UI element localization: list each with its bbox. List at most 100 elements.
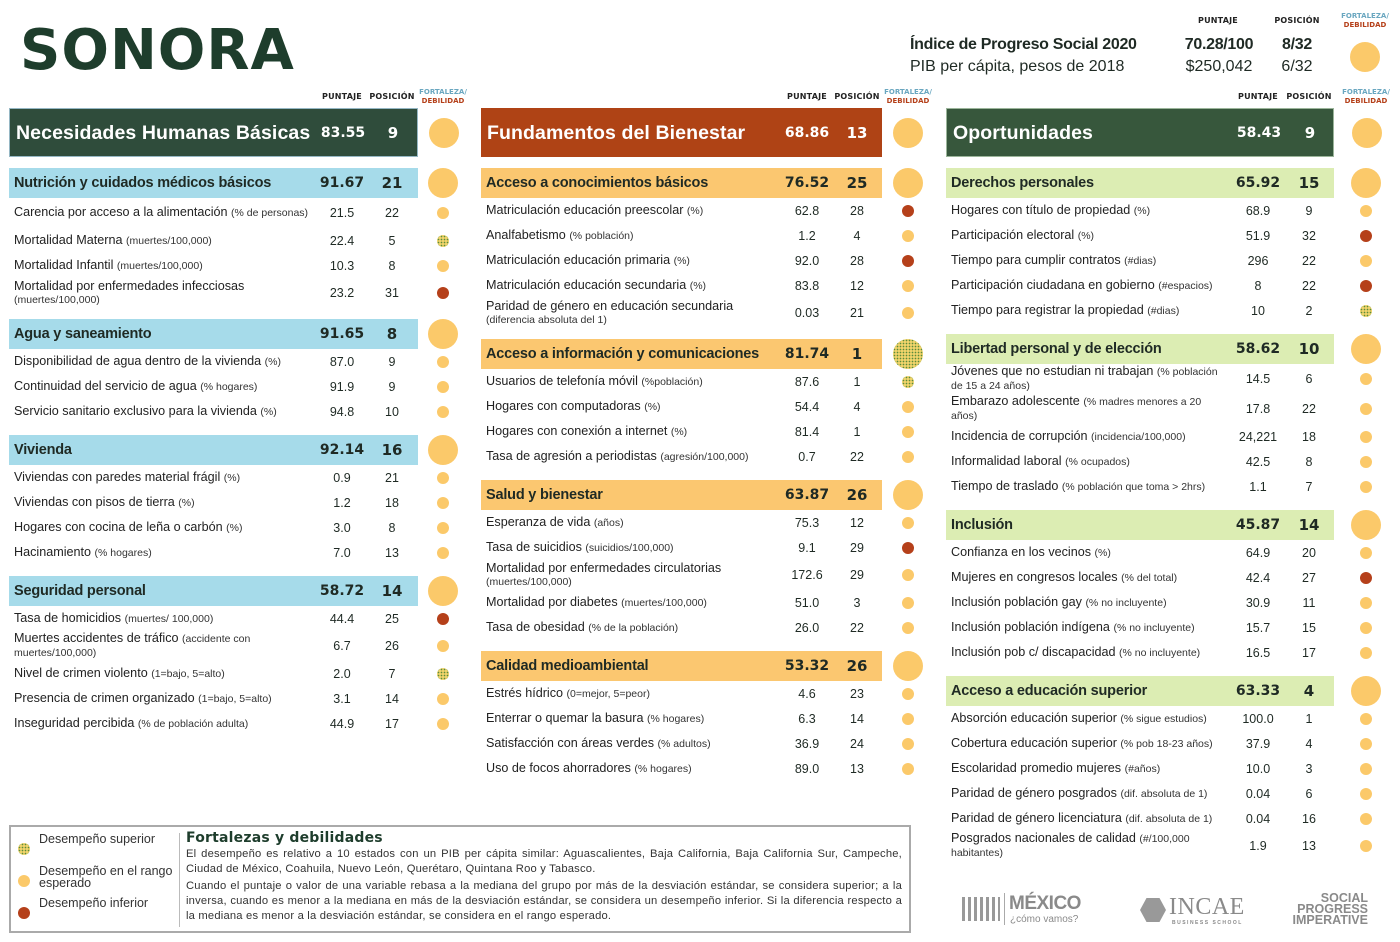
indicator-rank: 5 [388,233,396,248]
indicator-name: Cobertura educación superior [951,735,1117,750]
indicator-name: Satisfacción con áreas verdes [486,735,655,750]
component-expected-dot [428,576,458,606]
indicator-row: Disponibilidad de agua dentro de la vivi… [9,349,469,374]
indicator-expected-dot [1360,403,1372,415]
indicator-name: Matriculación educación primaria [486,252,671,267]
indicator-rank: 18 [1302,429,1316,444]
indicator-unit: (%) [223,471,241,484]
indicator-expected-dot [902,596,914,609]
component-header: Acceso a información y comunicaciones 81.… [481,339,923,369]
summary-score-header: PUNTAJE [1198,16,1238,25]
indicator-rank: 9 [1305,203,1313,218]
strength-weakness-header: FORTALEZA/DEBILIDAD [413,88,473,106]
indicator-name: Estrés hídrico [486,685,563,700]
indicator-score: 15.7 [1245,620,1271,635]
indicator-inferior-dot [1360,229,1372,242]
indicator-name: Enterrar o quemar la basura [486,710,644,725]
indicator-rank: 22 [1302,402,1316,416]
indicator-inferior-dot [1360,279,1372,292]
component-expected-dot [893,480,923,510]
indicator-name: Mortalidad Infantil [14,257,114,272]
indicator-expected-dot [1360,812,1372,825]
indicator-expected-dot [1360,596,1372,609]
indicator-inferior-dot [437,612,449,625]
indicator-score: 87.6 [794,374,820,389]
legend-box: Desempeño superior Desempeño en el rango … [9,825,911,933]
indicator-row: Servicio sanitario exclusivo para la viv… [9,399,469,424]
indicator-rank: 23 [850,686,864,701]
indicator-unit: (agresión/100,000) [660,450,749,463]
indicator-unit: (#espacios) [1158,279,1213,292]
indicator-expected-dot [1360,373,1372,385]
indicator-unit: (%) [264,355,281,368]
component-expected-dot [1351,334,1381,364]
indicator-score: 0.04 [1245,811,1271,826]
pillar-title: Necesidades Humanas Básicas [16,121,311,144]
component-section: Acceso a educación superior 63.33 4 Absorci… [946,676,1400,861]
indicator-name: Esperanza de vida [486,514,591,529]
indicator-rank: 21 [385,470,399,485]
rank-header: POSICIÓN [1286,92,1332,101]
indicator-expected-dot [1360,621,1372,634]
summary-strength-header: FORTALEZA/DEBILIDAD [1341,12,1389,29]
indicator-row: Mortalidad por diabetes (muertes/100,000… [481,590,941,615]
state-title: SONORA [20,18,295,83]
indicator-row: Participación ciudadana en gobierno (#es… [946,273,1400,298]
indicator-label: Mortalidad Materna (muertes/100,000) [9,233,310,248]
indicator-label: Paridad de género en educación secundari… [481,299,775,327]
indicator-unit: (% adultos) [657,737,711,750]
indicator-label: Participación ciudadana en gobierno (#es… [946,278,1226,293]
indicator-name: Hogares con cocina de leña o carbón [14,519,223,534]
indicator-row: Hogares con conexión a internet (%) 81.4 1 [481,419,941,444]
indicator-unit: (#años) [1124,762,1161,775]
component-expected-dot [1351,676,1381,706]
indicator-score: 10 [1251,303,1265,318]
indicator-row: Uso de focos ahorradores (% hogares) 89.0… [481,756,941,781]
indicator-row: Informalidad laboral (% ocupados) 42.5 8 [946,449,1400,474]
indicator-rank: 7 [388,666,396,681]
component-header: Inclusión 45.87 14 [946,510,1381,540]
indicator-rank: 2 [1305,303,1313,318]
indicator-rank: 21 [850,306,864,320]
legend-label: Desempeño en el rango esperado [39,864,173,890]
indicator-name: Inseguridad percibida [14,715,135,730]
indicator-rank: 9 [388,354,396,369]
hexagon-icon [1140,898,1166,922]
indicator-rank: 17 [385,716,399,731]
indicator-rank: 8 [388,258,396,273]
indicator-name: Confianza en los vecinos [951,544,1092,559]
indicator-expected-dot [1360,546,1372,559]
indicator-label: Viviendas con paredes material frágil (%… [9,469,310,485]
indicator-label: Hogares con computadoras (%) [481,399,775,414]
component-section: Calidad medioambiental 53.32 26 Estrés hídr… [481,651,941,781]
indicator-row: Nivel de crimen violento (1=bajo, 5=alto… [9,661,469,686]
indicator-label: Inseguridad percibida (% de población ad… [9,715,310,731]
indicator-label: Matriculación educación preescolar (%) [481,202,775,218]
indicator-name: Viviendas con paredes material frágil [14,469,221,484]
indicator-name: Tiempo para cumplir contratos [951,252,1121,267]
indicator-label: Hacinamiento (% hogares) [9,544,310,560]
indicator-unit: (% pob 18-23 años) [1120,737,1213,750]
indicator-row: Matriculación educación preescolar (%) 62… [481,198,941,223]
indicator-unit: (% sigue estudios) [1120,712,1207,725]
indicator-expected-dot [902,569,914,581]
indicator-label: Inclusión población gay (% no incluyente… [946,595,1226,610]
indicator-expected-dot [437,259,449,272]
indicator-label: Mortalidad por enfermedades infecciosas … [9,279,310,307]
indicator-unit: (muertes/100,000) [621,596,707,609]
indicator-score: 44.4 [329,611,355,626]
indicator-row: Cobertura educación superior (% pob 18-2… [946,731,1400,756]
indicator-superior-dot [437,234,449,247]
indicator-row: Paridad de género posgrados (dif. absolu… [946,781,1400,806]
indicator-rank: 24 [850,736,864,751]
indicator-rank: 31 [385,286,399,300]
strength-weakness-header: FORTALEZA/DEBILIDAD [878,88,938,106]
indicator-label: Tasa de suicidios (suicidios/100,000) [481,540,775,555]
indicator-unit: (% hogares) [647,712,705,725]
indicator-name: Matriculación educación preescolar [486,202,684,217]
indicator-name: Hacinamiento [14,544,92,559]
indicator-row: Mujeres en congresos locales (% del tota… [946,565,1400,590]
component-rank: 8 [386,325,398,343]
component-header: Salud y bienestar 63.87 26 [481,480,923,510]
indicator-row: Paridad de género en educación secundari… [481,298,941,328]
